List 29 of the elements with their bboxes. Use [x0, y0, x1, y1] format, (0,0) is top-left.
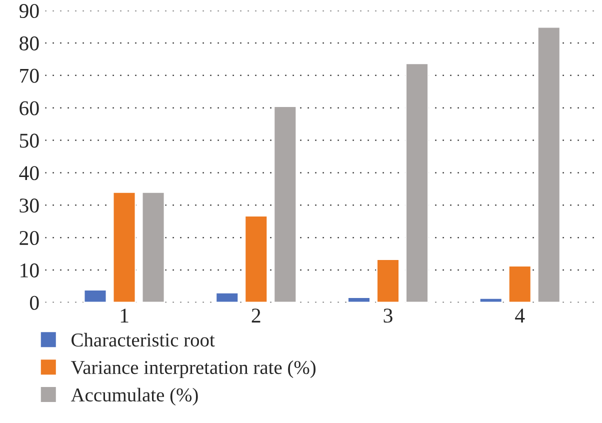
- legend-label: Variance interpretation rate (%): [70, 360, 316, 378]
- x-tick-label: 3: [384, 308, 392, 323]
- bar: [536, 26, 561, 302]
- x-tick-label: 2: [252, 308, 260, 322]
- bar: [83, 289, 108, 302]
- y-tick-label: 70: [20, 68, 39, 83]
- y-tick-label: 0: [30, 296, 39, 310]
- bar: [376, 258, 400, 302]
- y-tick-label: 10: [20, 263, 39, 278]
- bar: [405, 62, 429, 302]
- y-tick-label: 30: [20, 198, 39, 213]
- bar: [273, 106, 298, 302]
- bar: [215, 292, 240, 302]
- y-tick-label: 20: [20, 230, 39, 246]
- x-tick-label: 1: [120, 308, 128, 322]
- bar: [244, 215, 268, 302]
- bar: [141, 191, 166, 302]
- bar: [112, 191, 136, 302]
- y-tick-label: 80: [20, 36, 39, 50]
- y-tick-label: 90: [19, 4, 39, 18]
- bar: [478, 298, 503, 302]
- y-tick-label: 50: [20, 134, 39, 148]
- bar: [508, 265, 532, 302]
- bar: [347, 296, 371, 302]
- y-tick-label: 60: [20, 101, 39, 116]
- x-tick-label: 4: [515, 308, 525, 322]
- legend-label: Characteristic root: [72, 332, 215, 347]
- legend-label: Accumulate (%): [70, 388, 198, 406]
- y-tick-label: 40: [19, 166, 39, 180]
